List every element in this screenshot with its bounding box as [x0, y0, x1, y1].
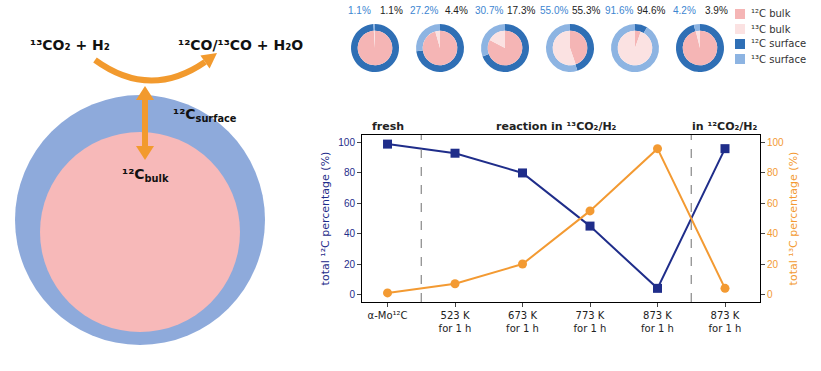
svg-text:94.6%: 94.6%	[637, 5, 665, 16]
svg-text:α-Mo¹²C: α-Mo¹²C	[368, 310, 408, 321]
svg-text:¹²C​bulk​: ¹²C​bulk​	[122, 166, 169, 184]
svg-text:100: 100	[767, 137, 784, 148]
svg-text:55.3%: 55.3%	[572, 5, 600, 16]
svg-text:673 Kfor 1 h: 673 Kfor 1 h	[506, 310, 539, 334]
svg-text:80: 80	[767, 167, 779, 178]
svg-text:fresh: fresh	[372, 120, 404, 133]
svg-text:4.4%: 4.4%	[445, 5, 468, 16]
svg-text:0: 0	[767, 289, 773, 300]
svg-text:reaction in ¹³CO₂/H₂: reaction in ¹³CO₂/H₂	[496, 120, 617, 133]
svg-text:¹²C surface: ¹²C surface	[751, 38, 806, 49]
svg-text:total ¹³C percentage (%): total ¹³C percentage (%)	[787, 152, 800, 286]
svg-text:91.6%: 91.6%	[605, 5, 633, 16]
svg-text:40: 40	[344, 228, 356, 239]
svg-text:20: 20	[767, 259, 779, 270]
svg-text:¹³C bulk: ¹³C bulk	[751, 24, 791, 35]
svg-text:873 Kfor 1 h: 873 Kfor 1 h	[641, 310, 674, 334]
svg-text:¹²C​surface​: ¹²C​surface​	[173, 106, 237, 124]
svg-text:773 Kfor 1 h: 773 Kfor 1 h	[574, 310, 607, 334]
svg-text:80: 80	[344, 167, 356, 178]
svg-text:total ¹²C percentage (%): total ¹²C percentage (%)	[319, 152, 332, 286]
svg-text:60: 60	[344, 198, 356, 209]
svg-text:523 Kfor 1 h: 523 Kfor 1 h	[439, 310, 472, 334]
svg-text:30.7%: 30.7%	[475, 5, 503, 16]
svg-text:¹²C bulk: ¹²C bulk	[751, 8, 791, 19]
svg-text:100: 100	[338, 137, 355, 148]
svg-text:17.3%: 17.3%	[507, 5, 535, 16]
svg-text:873 Kfor 1 h: 873 Kfor 1 h	[709, 310, 742, 334]
svg-text:55.0%: 55.0%	[540, 5, 568, 16]
svg-text:40: 40	[767, 228, 779, 239]
svg-text:¹³C surface: ¹³C surface	[751, 54, 806, 65]
svg-text:in ¹²CO₂/H₂: in ¹²CO₂/H₂	[692, 120, 758, 133]
svg-text:1.1%: 1.1%	[348, 5, 371, 16]
svg-text:4.2%: 4.2%	[673, 5, 696, 16]
svg-text:1.1%: 1.1%	[380, 5, 403, 16]
svg-text:60: 60	[767, 198, 779, 209]
svg-text:3.9%: 3.9%	[705, 5, 728, 16]
svg-text:0: 0	[349, 289, 355, 300]
svg-text:20: 20	[344, 259, 356, 270]
svg-text:¹²CO/¹³CO + H₂O: ¹²CO/¹³CO + H₂O	[178, 37, 303, 53]
svg-text:27.2%: 27.2%	[410, 5, 438, 16]
svg-text:¹³CO₂ + H₂: ¹³CO₂ + H₂	[30, 37, 110, 53]
